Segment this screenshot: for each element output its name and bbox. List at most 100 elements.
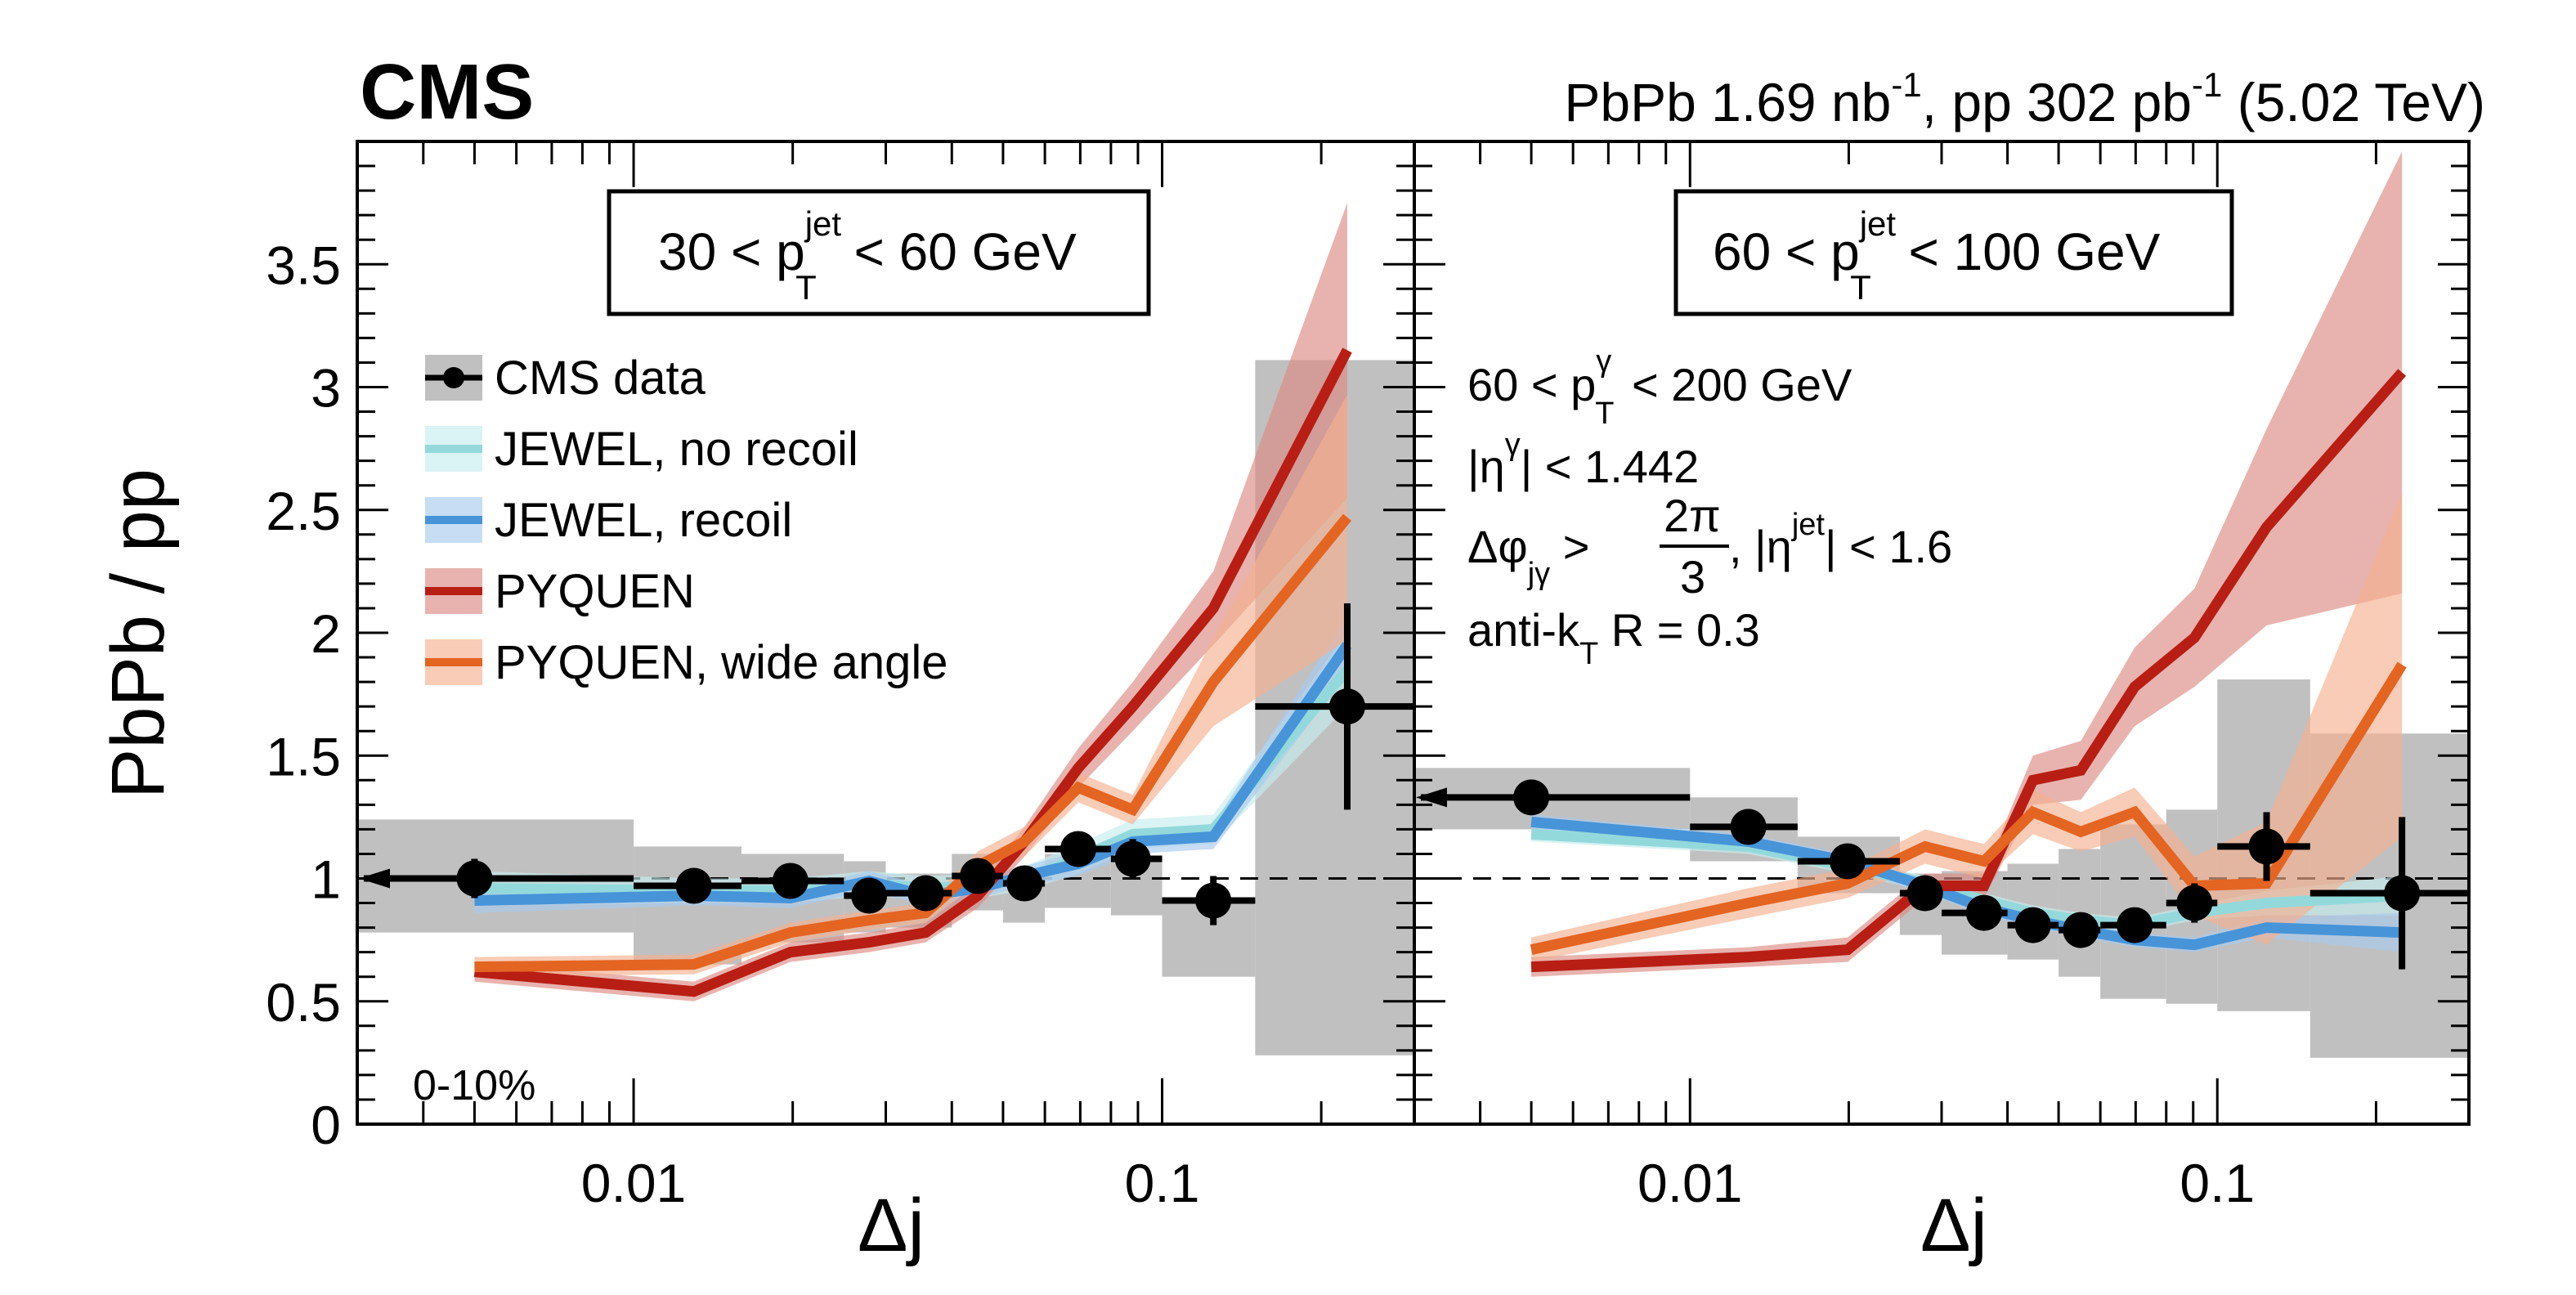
- data-marker: [960, 858, 997, 894]
- data-point: [885, 875, 952, 912]
- left-title-pre: 30 < p: [658, 222, 805, 281]
- data-point: [2059, 912, 2101, 948]
- data-marker: [1730, 809, 1767, 845]
- data-marker: [1965, 894, 2002, 931]
- data-marker: [2063, 912, 2099, 948]
- data-point: [844, 877, 888, 914]
- data-marker: [2117, 907, 2153, 943]
- centrality-label: 0-10%: [413, 1062, 535, 1109]
- data-point: [952, 858, 1003, 894]
- sel1-pre: |η: [1467, 441, 1505, 492]
- legend-label: JEWEL, no recoil: [495, 423, 858, 476]
- sel3-pre: anti-k: [1467, 604, 1580, 656]
- legend: CMS data JEWEL, no recoil JEWEL, recoil PYQ…: [425, 352, 948, 689]
- data-marker: [851, 877, 888, 914]
- selection-frac-num: 2π: [1664, 490, 1721, 541]
- y-tick-label: 1.5: [266, 726, 341, 786]
- left-title-sup: jet: [804, 204, 842, 243]
- x-tick-label: 0.01: [581, 1153, 686, 1213]
- data-point: [1110, 839, 1163, 879]
- data-marker: [2176, 885, 2213, 921]
- band-pyquen-wide-angle: [1531, 492, 2403, 962]
- x-tick-label: 0.1: [1125, 1153, 1200, 1213]
- y-tick-label: 1: [311, 849, 341, 910]
- data-points: [1416, 779, 2469, 970]
- y-axis-title: PbPb / pp: [96, 468, 180, 799]
- x-axis-title-left: Δj: [858, 1184, 925, 1267]
- axes: 0.01 0.1: [1413, 140, 2471, 1213]
- data-marker: [1513, 779, 1550, 816]
- legend-item-jewel-recoil: JEWEL, recoil: [425, 494, 792, 547]
- legend-item-jewel-no-recoil: JEWEL, no recoil: [425, 423, 858, 476]
- data-marker: [2014, 907, 2051, 943]
- data-marker: [2384, 875, 2421, 912]
- y-tick-label: 0: [311, 1095, 341, 1155]
- selection-jet-eta: , |ηjet| < 1.6: [1729, 508, 1952, 572]
- data-marker: [1114, 840, 1151, 877]
- data-marker: [772, 863, 809, 899]
- sel2-post-sup: jet: [1791, 508, 1826, 542]
- data-marker: [1830, 843, 1866, 880]
- x-tick-label: 0.01: [1637, 1153, 1742, 1213]
- sel2-post-pre: , |η: [1729, 521, 1792, 572]
- legend-item-cms-data: CMS data: [425, 352, 706, 405]
- data-point: [2309, 817, 2469, 970]
- selection-dphi: Δφjγ >: [1467, 521, 1589, 591]
- data-point: [359, 858, 634, 898]
- arrow-left-icon: [1416, 787, 1447, 808]
- data-point: [1797, 843, 1900, 880]
- data-point: [2007, 907, 2059, 943]
- selection-photon-eta: |ηγ| < 1.442: [1467, 428, 1699, 492]
- sel3-post: R = 0.3: [1598, 604, 1760, 656]
- data-point: [1942, 894, 2008, 931]
- data-marker: [1906, 875, 1943, 912]
- data-point: [634, 867, 742, 904]
- sel3-sub: T: [1579, 637, 1598, 671]
- data-point: [1045, 831, 1111, 867]
- left-title-post: < 60 GeV: [840, 222, 1077, 281]
- data-marker: [907, 875, 944, 912]
- legend-label: PYQUEN, wide angle: [495, 636, 948, 689]
- lumi-pbpb-exp: -1: [1891, 65, 1921, 104]
- sel0-sub: T: [1595, 397, 1614, 431]
- data-marker: [675, 867, 712, 904]
- data-point: [741, 863, 844, 899]
- legend-label: CMS data: [495, 352, 706, 405]
- right-title-sub: T: [1850, 268, 1871, 307]
- lumi-pp-exp: -1: [2192, 65, 2222, 104]
- selection-frac-den: 3: [1680, 551, 1705, 603]
- data-marker: [1060, 831, 1096, 867]
- data-point: [2166, 883, 2218, 923]
- band-pyquen: [1531, 151, 2403, 977]
- data-marker: [456, 860, 493, 897]
- line-pyquen-wide-angle: [1530, 661, 2407, 955]
- sel0-post: < 200 GeV: [1619, 359, 1852, 410]
- selection-text: 60 < pγ T < 200 GeV |ηγ| < 1.442 Δφjγ > 2…: [1467, 344, 1952, 671]
- right-title-pre: 60 < p: [1713, 222, 1860, 281]
- data-marker: [1328, 688, 1365, 725]
- experiment-label: CMS: [360, 48, 534, 136]
- legend-item-pyquen: PYQUEN: [425, 565, 695, 618]
- band-jewel-no-recoil: [1531, 827, 2403, 933]
- data-point: [1002, 865, 1046, 902]
- axes: 0.01 0.1 0 0.5 1 1.5 2 2.5 3 3.5: [266, 140, 1416, 1213]
- legend-label: PYQUEN: [495, 565, 695, 618]
- x-tick-label: 0.1: [2180, 1153, 2255, 1213]
- sel1-post: | < 1.442: [1521, 441, 1700, 492]
- data-marker: [2248, 828, 2285, 865]
- x-axis-title-right: Δj: [1920, 1184, 1987, 1267]
- data-point: [1899, 875, 1943, 912]
- y-tick-label: 3: [311, 358, 341, 419]
- lumi-pp: , pp 302 pb: [1922, 72, 2192, 132]
- data-marker: [1006, 865, 1043, 902]
- left-title-sub: T: [795, 268, 817, 307]
- data-point: [1690, 809, 1798, 845]
- data-point: [1162, 876, 1256, 925]
- sel2-pre: Δφ: [1467, 521, 1528, 572]
- panel-right: 0.01 0.1: [1413, 140, 2471, 1213]
- sel2-sub: jγ: [1527, 557, 1550, 591]
- data-point: [1416, 779, 1691, 816]
